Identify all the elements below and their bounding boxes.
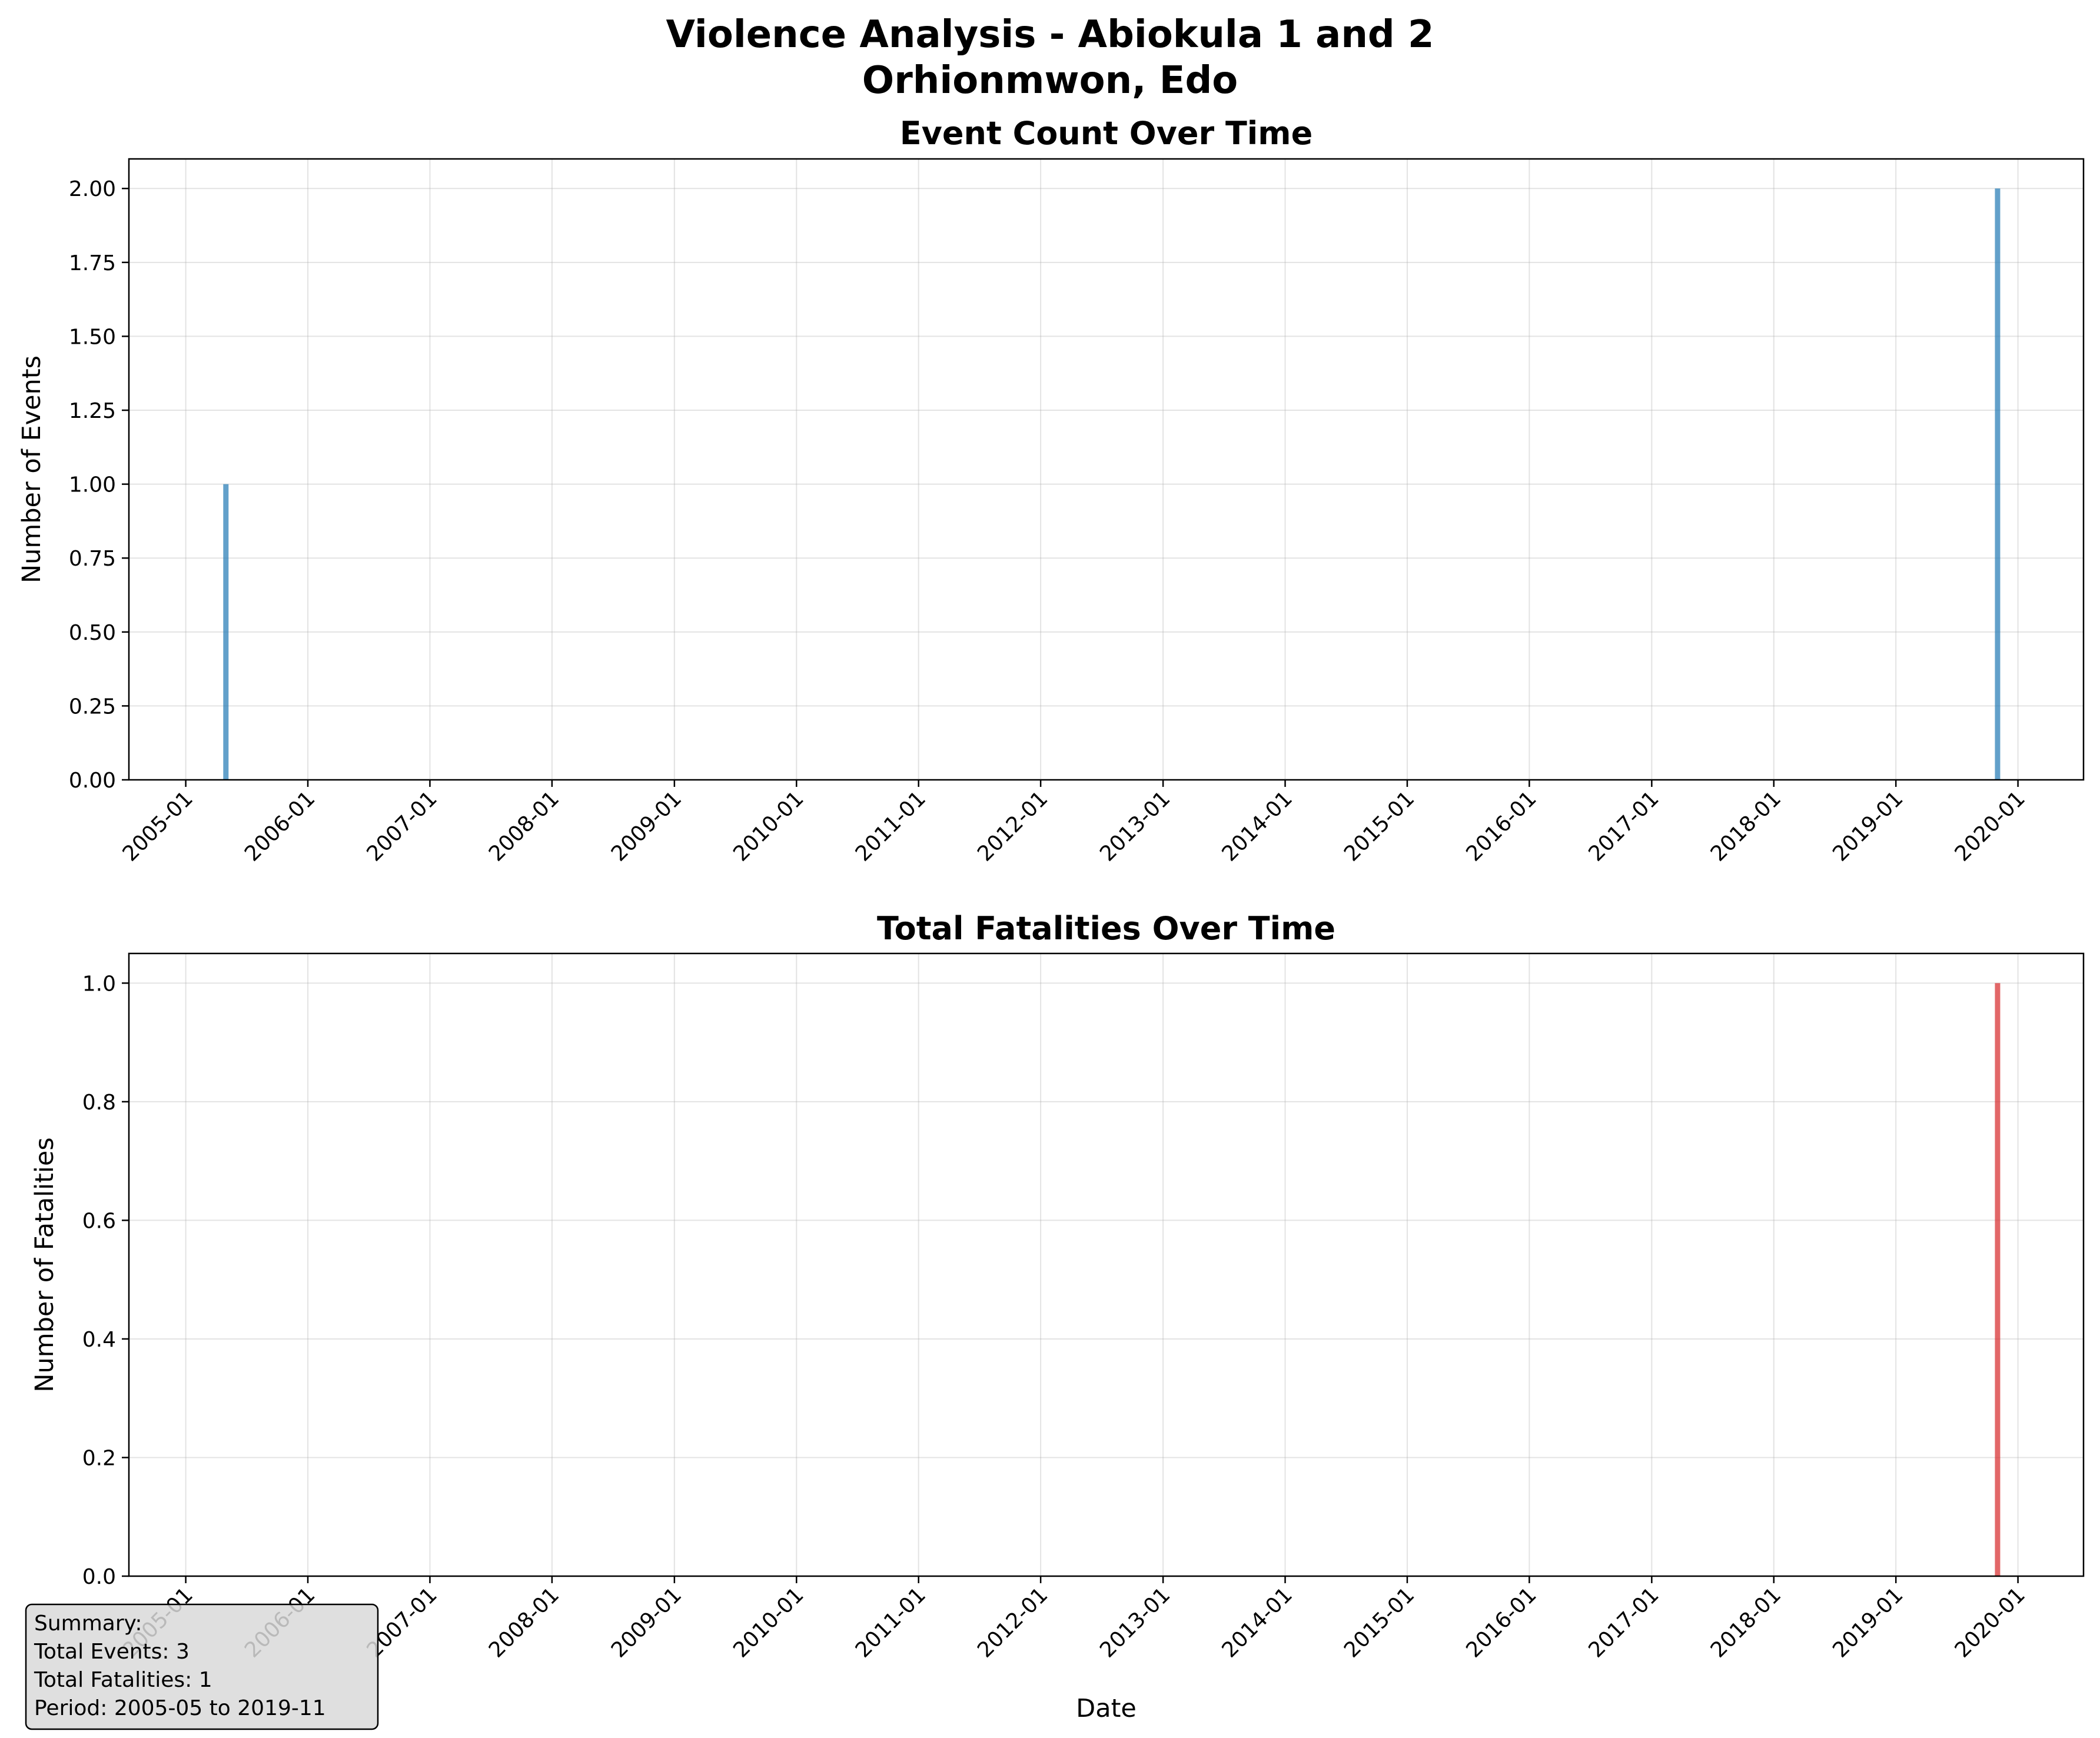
events-y-tick-label: 0.50 <box>69 621 116 645</box>
events-bar <box>1995 188 2001 780</box>
events-x-tick-label: 2019-01 <box>1828 786 1908 866</box>
events-y-axis-label: Number of Events <box>17 355 46 583</box>
fatalities-x-tick-label: 2014-01 <box>1218 1583 1297 1662</box>
fatalities-x-tick-label: 2012-01 <box>973 1583 1052 1662</box>
fatalities-chart: 2005-012006-012007-012008-012009-012010-… <box>30 910 2085 1723</box>
fatalities-x-tick-label: 2011-01 <box>851 1583 931 1662</box>
summary-box: Summary: Total Events: 3 Total Fatalitie… <box>25 1603 379 1730</box>
summary-line-1: Summary: <box>34 1611 142 1636</box>
fatalities-y-tick-label: 0.6 <box>82 1209 116 1233</box>
events-y-tick-label: 0.25 <box>69 694 116 719</box>
fatalities-x-tick-label: 2018-01 <box>1706 1583 1786 1662</box>
fatalities-axes-frame <box>128 952 2085 1577</box>
events-y-tick-label: 2.00 <box>69 177 116 201</box>
events-x-tick-label: 2012-01 <box>973 786 1052 866</box>
fatalities-x-tick-label: 2010-01 <box>729 1583 808 1662</box>
events-x-tick-label: 2016-01 <box>1461 786 1541 866</box>
fatalities-x-tick-label: 2017-01 <box>1584 1583 1663 1662</box>
events-x-tick-label: 2006-01 <box>240 786 320 866</box>
summary-line-3: Total Fatalities: 1 <box>34 1668 212 1692</box>
fatalities-y-axis-label: Number of Fatalities <box>30 1137 59 1392</box>
fatalities-x-tick-label: 2013-01 <box>1095 1583 1175 1662</box>
fatalities-y-tick-label: 0.0 <box>82 1565 116 1589</box>
events-x-tick-label: 2008-01 <box>484 786 564 866</box>
events-x-tick-label: 2014-01 <box>1218 786 1297 866</box>
events-x-tick-label: 2020-01 <box>1951 786 2030 866</box>
events-x-tick-label: 2009-01 <box>607 786 686 866</box>
events-y-tick-label: 1.75 <box>69 251 116 275</box>
events-grid <box>129 159 2084 780</box>
fatalities-x-tick-label: 2009-01 <box>607 1583 686 1662</box>
fatalities-x-tick-label: 2016-01 <box>1461 1583 1541 1662</box>
events-bar <box>223 484 229 780</box>
events-x-tick-label: 2007-01 <box>362 786 441 866</box>
figure-title-line2: Orhionmwon, Edo <box>862 59 1238 102</box>
fatalities-x-tick-label: 2015-01 <box>1340 1583 1419 1662</box>
fatalities-chart-title: Total Fatalities Over Time <box>877 910 1335 947</box>
fatalities-x-tick-label: 2020-01 <box>1951 1583 2030 1662</box>
events-x-tick-label: 2015-01 <box>1340 786 1419 866</box>
event-count-chart: 2005-01 2006-01 2007-01 2008-01 2009-01 2010-… <box>17 115 2085 866</box>
events-x-tick-label: 2018-01 <box>1706 786 1786 866</box>
fatalities-y-tick-label: 1.0 <box>82 972 116 996</box>
events-x-tick-label: 2010-01 <box>729 786 808 866</box>
events-chart-title: Event Count Over Time <box>900 115 1312 152</box>
events-x-tick-label: 2013-01 <box>1095 786 1175 866</box>
fatalities-grid <box>129 953 2084 1577</box>
fatalities-x-axis-label: Date <box>1076 1694 1137 1723</box>
events-y-tick-label: 1.25 <box>69 399 116 423</box>
figure-title-line1: Violence Analysis - Abiokula 1 and 2 <box>666 13 1434 57</box>
fatalities-x-tick-label: 2008-01 <box>484 1583 564 1662</box>
fatalities-y-tick-label: 0.2 <box>82 1446 116 1470</box>
events-y-tick-label: 1.50 <box>69 325 116 349</box>
fatalities-y-tick-label: 0.8 <box>82 1091 116 1115</box>
events-axes-frame <box>128 158 2085 781</box>
events-y-tick-label: 1.00 <box>69 473 116 497</box>
summary-background <box>25 1603 379 1730</box>
fatalities-bar <box>1995 983 2001 1576</box>
events-x-tick-label: 2011-01 <box>851 786 931 866</box>
events-x-tick-label: 2017-01 <box>1584 786 1663 866</box>
events-y-tick-label: 0.75 <box>69 547 116 571</box>
fatalities-y-tick-label: 0.4 <box>82 1328 116 1352</box>
events-y-tick-label: 0.00 <box>69 769 116 793</box>
summary-line-2: Total Events: 3 <box>34 1640 190 1664</box>
fatalities-x-tick-label: 2019-01 <box>1828 1583 1908 1662</box>
events-x-tick-label: 2005-01 <box>118 786 198 866</box>
summary-line-4: Period: 2005-05 to 2019-11 <box>34 1696 326 1720</box>
